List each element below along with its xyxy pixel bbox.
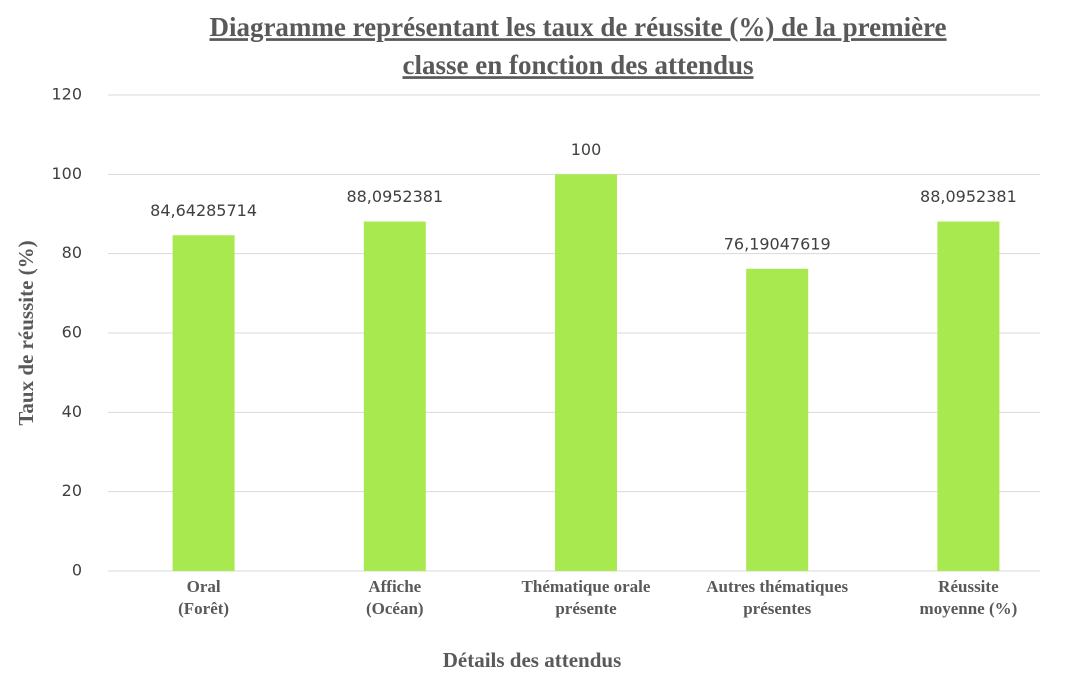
y-tick-label: 80 [62,243,82,262]
data-label: 100 [571,140,602,159]
y-axis-title: Taux de réussite (%) [14,240,38,425]
chart-title: Diagramme représentant les taux de réuss… [209,12,946,42]
x-tick-label: Oral [187,577,221,596]
x-tick-label: Thématique orale [522,577,651,596]
x-tick-label: présente [555,599,617,618]
x-tick-label: moyenne (%) [920,599,1018,618]
y-tick-label: 20 [62,481,82,500]
data-label: 76,19047619 [724,234,831,253]
data-label: 84,64285714 [150,201,257,220]
bar [746,268,809,571]
y-tick-label: 60 [62,323,82,342]
bar [363,221,426,572]
x-tick-label: Réussite [938,577,999,596]
y-tick-label: 120 [51,85,82,104]
bar [937,221,1000,572]
y-tick-label: 100 [51,164,82,183]
x-tick-label: Affiche [368,577,421,596]
y-tick-label: 40 [62,402,82,421]
data-label: 88,0952381 [346,187,443,206]
x-axis-title: Détails des attendus [443,648,622,672]
x-tick-label: (Océan) [366,599,424,618]
x-tick-label: Autres thématiques [706,577,848,596]
x-tick-label: présentes [743,599,811,618]
x-tick-label: (Forêt) [178,599,229,618]
bar [555,174,617,572]
data-label: 88,0952381 [920,187,1017,206]
chart-title: classe en fonction des attendus [402,50,753,80]
y-tick-label: 0 [72,561,82,580]
bar [172,235,235,571]
